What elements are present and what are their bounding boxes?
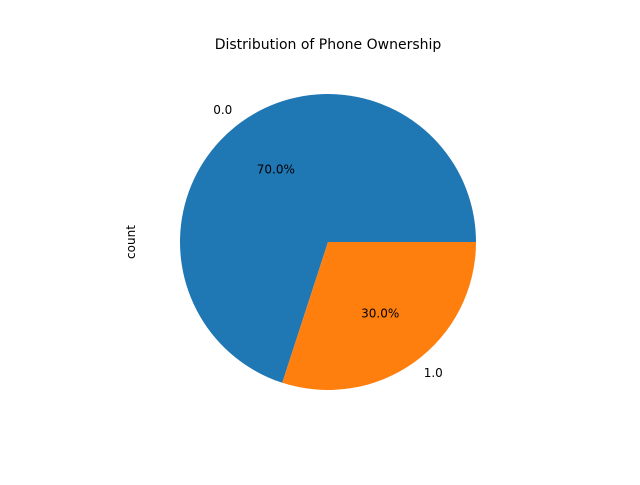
pie-category-label: 1.0 (424, 366, 443, 380)
pie-slices (180, 94, 477, 391)
pie-percent-label: 70.0% (257, 163, 295, 177)
pie-labels: 0.0 70.0% 1.0 30.0% (213, 103, 443, 380)
y-axis-label: count (124, 225, 138, 259)
pie-category-label: 0.0 (213, 103, 232, 117)
pie-slice-0.0 (180, 94, 477, 383)
chart-title: Distribution of Phone Ownership (215, 37, 442, 53)
pie-percent-label: 30.0% (361, 306, 399, 320)
pie-slice-1.0 (282, 242, 476, 391)
